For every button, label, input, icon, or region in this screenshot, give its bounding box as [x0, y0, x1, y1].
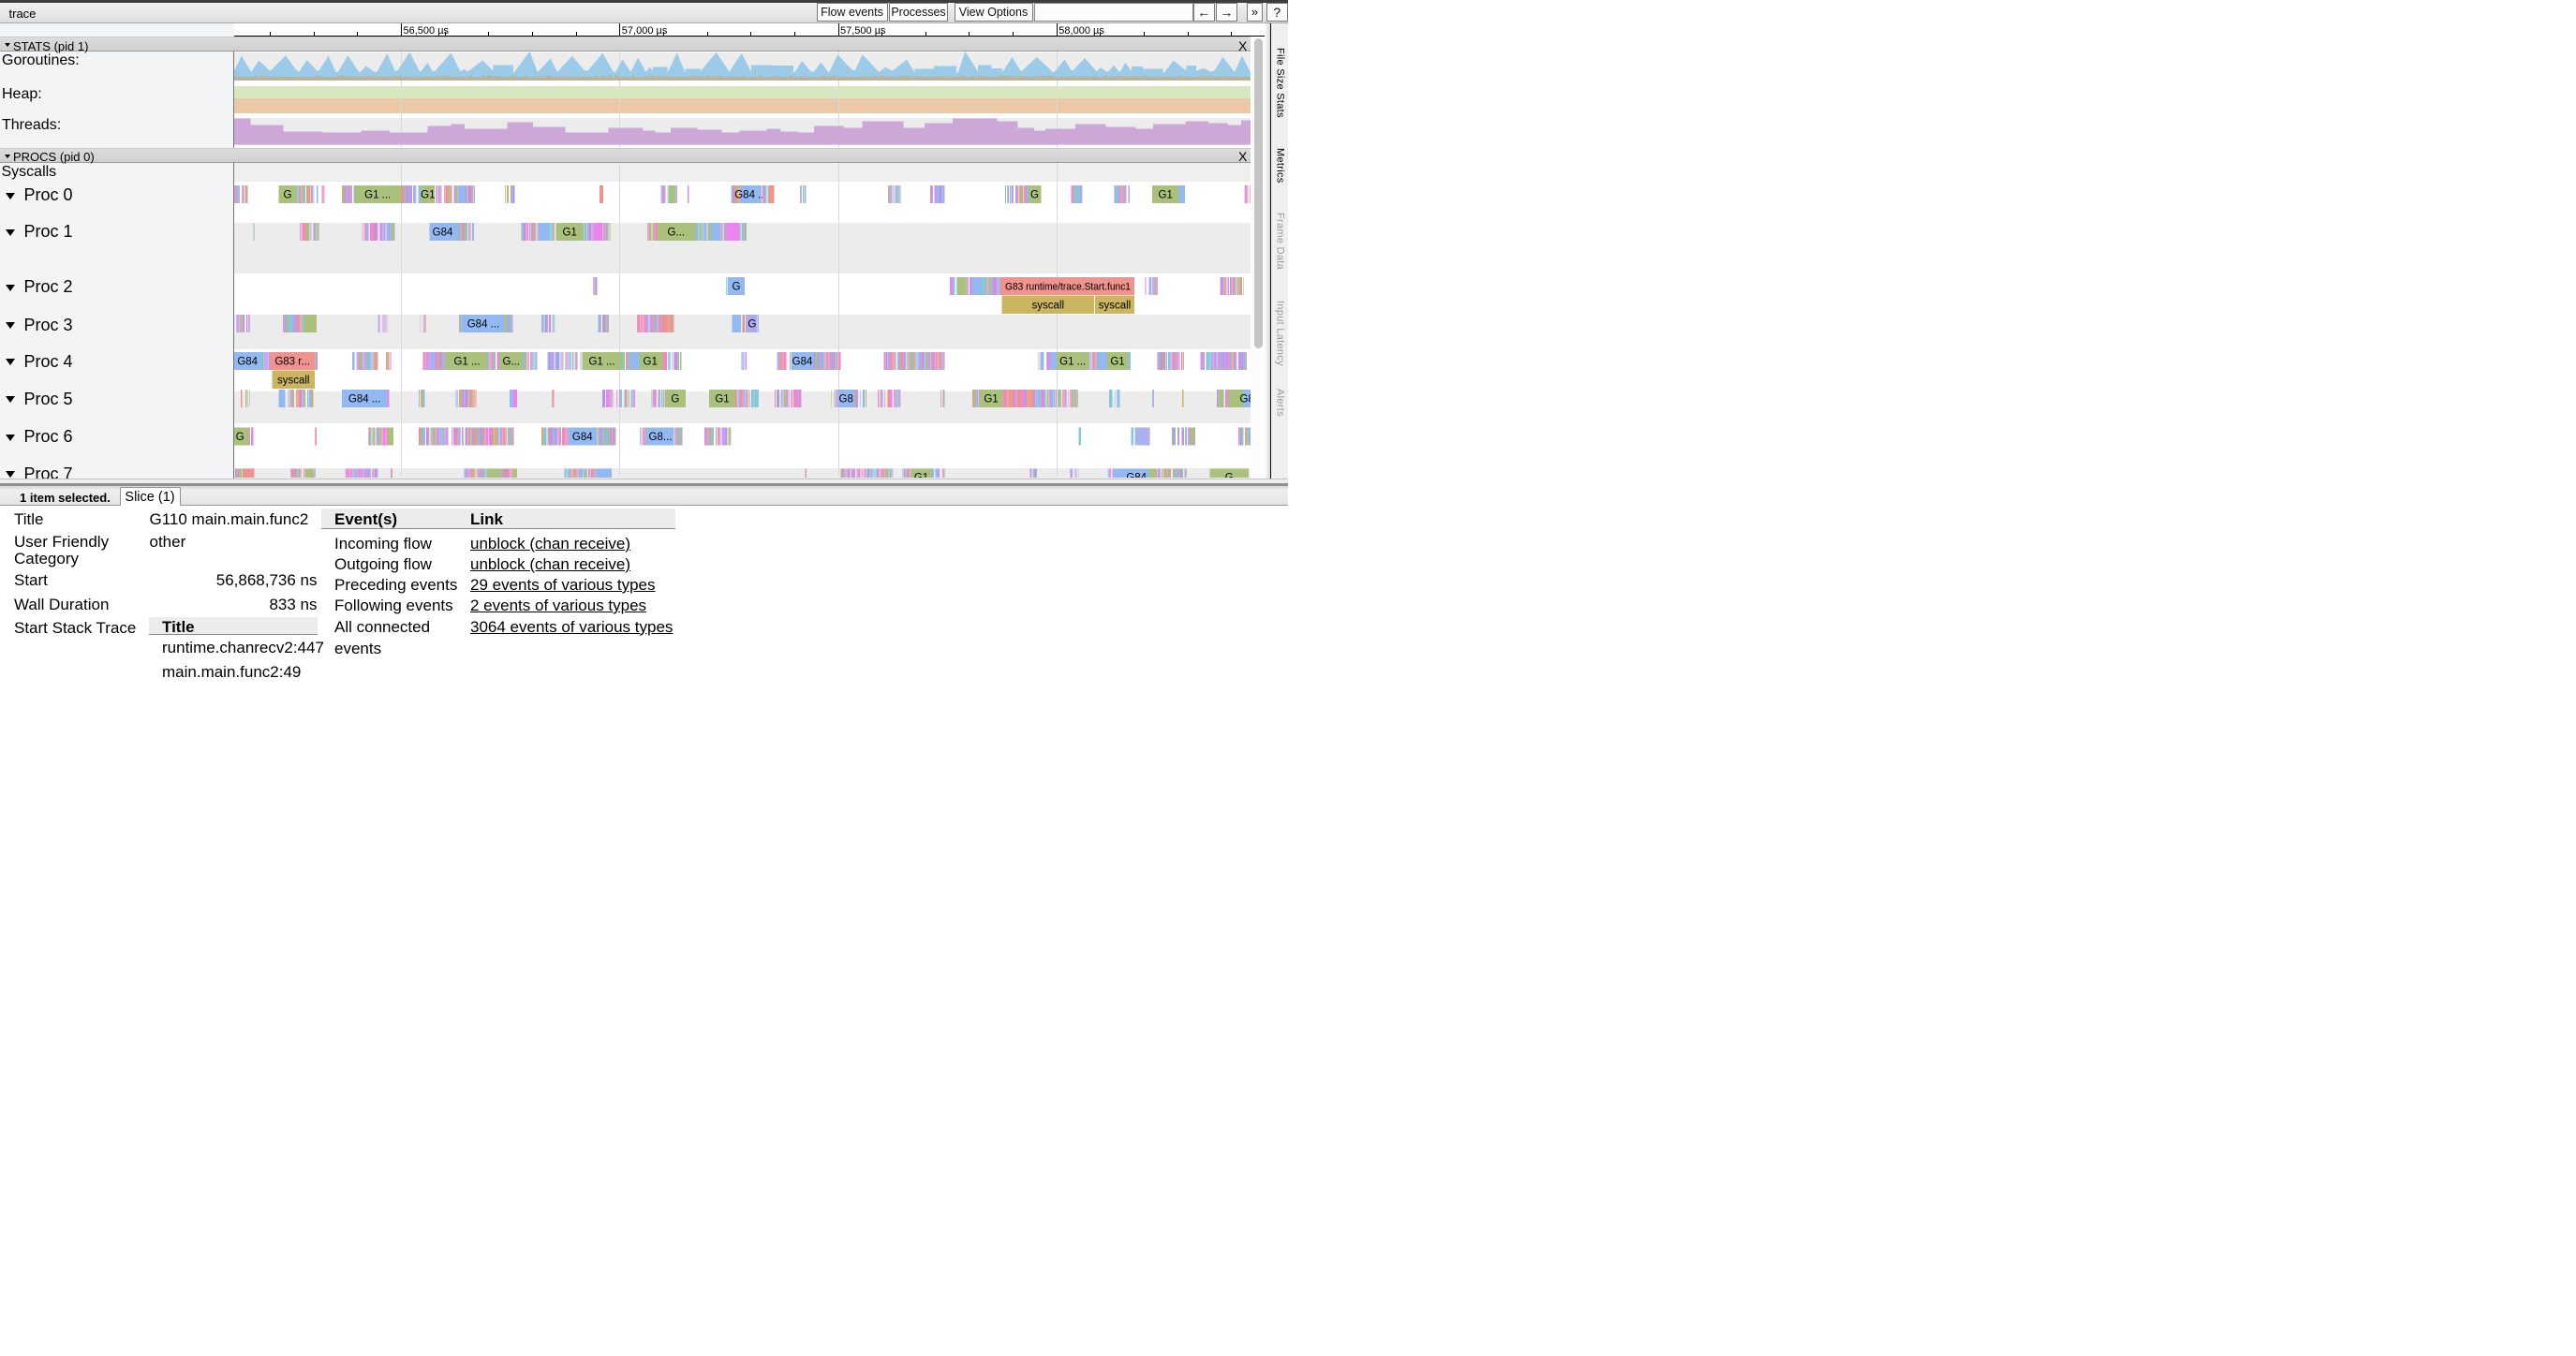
svg-text:G1: G1 [1159, 190, 1173, 201]
svg-text:syscall: syscall [1032, 300, 1065, 311]
svg-text:G1: G1 [644, 357, 658, 368]
svg-text:syscall: syscall [277, 375, 310, 386]
svg-text:G1 ...: G1 ... [588, 357, 614, 368]
svg-text:G1 ...: G1 ... [1059, 357, 1086, 368]
svg-text:G: G [733, 282, 741, 293]
svg-text:G84 ...: G84 ... [467, 319, 500, 331]
svg-text:G84: G84 [1126, 473, 1147, 478]
svg-text:G1 ...: G1 ... [453, 357, 480, 368]
svg-text:G84: G84 [572, 432, 593, 443]
svg-text:G: G [671, 394, 679, 405]
svg-text:syscall: syscall [1099, 300, 1132, 311]
svg-text:G83 runtime/trace.Start.func1: G83 runtime/trace.Start.func1 [1005, 282, 1131, 293]
svg-text:G84 ...: G84 ... [348, 394, 381, 405]
svg-text:G: G [284, 190, 292, 201]
svg-text:G: G [1030, 190, 1039, 201]
svg-text:G8: G8 [839, 394, 853, 405]
svg-text:G1: G1 [984, 394, 998, 405]
svg-text:G84: G84 [433, 228, 453, 239]
svg-text:G8...: G8... [649, 432, 673, 443]
svg-text:G1: G1 [421, 190, 435, 201]
svg-text:G...: G... [503, 357, 521, 368]
svg-text:G1: G1 [563, 228, 577, 239]
svg-text:G8: G8 [1240, 394, 1251, 405]
svg-text:G1: G1 [914, 473, 928, 478]
svg-text:G84: G84 [792, 357, 813, 368]
svg-text:G: G [1225, 473, 1234, 478]
svg-text:G: G [748, 319, 756, 331]
svg-text:G: G [236, 432, 244, 443]
svg-text:G1 ...: G1 ... [364, 190, 391, 201]
svg-text:G84 ...: G84 ... [734, 190, 767, 201]
svg-text:G84: G84 [237, 357, 258, 368]
svg-text:G...: G... [668, 228, 686, 239]
svg-text:G83 r...: G83 r... [274, 357, 310, 368]
svg-text:G1: G1 [715, 394, 729, 405]
svg-text:G1: G1 [1110, 357, 1124, 368]
